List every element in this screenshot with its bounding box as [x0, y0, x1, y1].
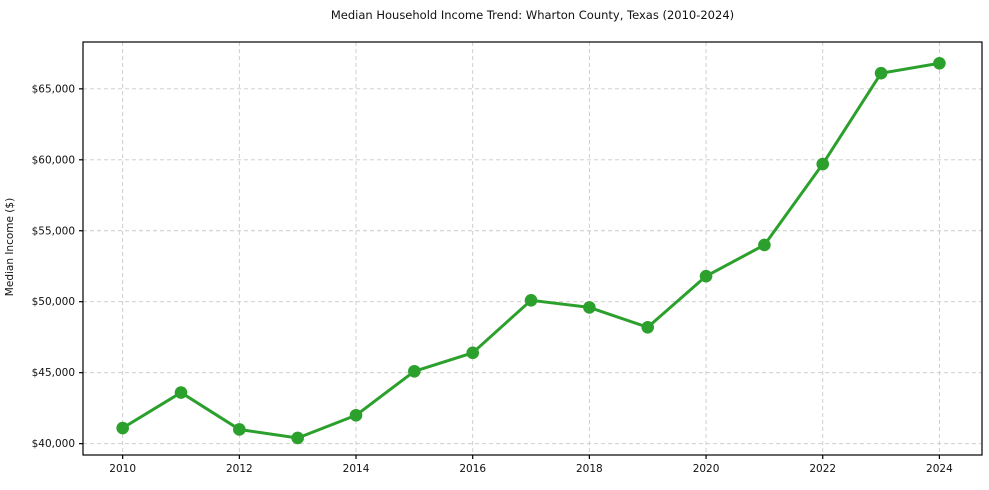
data-point-2020 — [699, 269, 713, 283]
x-tick-label: 2022 — [809, 463, 836, 475]
chart-title: Median Household Income Trend: Wharton C… — [330, 8, 735, 22]
data-point-2018 — [583, 301, 596, 314]
data-point-2016 — [466, 346, 480, 360]
x-tick-label: 2016 — [459, 463, 486, 475]
x-tick-label: 2010 — [109, 463, 136, 475]
y-tick-label: $40,000 — [32, 438, 75, 450]
y-tick-label: $50,000 — [32, 296, 75, 308]
data-point-2014 — [349, 408, 363, 422]
series-median-household-income — [116, 56, 946, 445]
x-tick-label: 2014 — [343, 463, 370, 475]
data-point-2015 — [408, 364, 421, 378]
axes-border — [82, 41, 983, 456]
data-point-2021 — [758, 238, 771, 252]
data-point-2011 — [174, 386, 188, 399]
data-point-2012 — [233, 423, 246, 436]
data-point-2013 — [291, 431, 304, 445]
data-point-2010 — [116, 421, 129, 435]
x-tick-label: 2018 — [576, 463, 603, 475]
x-tick-label: 2024 — [926, 463, 953, 475]
data-point-2019 — [641, 320, 655, 334]
gridlines — [83, 42, 982, 455]
data-point-2017 — [524, 294, 538, 307]
x-tick-label: 2012 — [226, 463, 253, 475]
y-tick-label: $60,000 — [32, 154, 75, 166]
trend-line — [121, 61, 941, 440]
y-tick-label: $55,000 — [32, 225, 75, 237]
y-tick-label: $45,000 — [32, 367, 75, 379]
data-point-2024 — [933, 56, 946, 70]
data-point-2023 — [874, 66, 888, 80]
data-point-2022 — [816, 157, 830, 171]
x-tick-label: 2020 — [693, 463, 720, 475]
y-tick-label: $65,000 — [32, 83, 75, 95]
axis-ticks: $40,000 $45,000 $50,000 $55,000 $60,000 $65,0… — [32, 83, 954, 475]
